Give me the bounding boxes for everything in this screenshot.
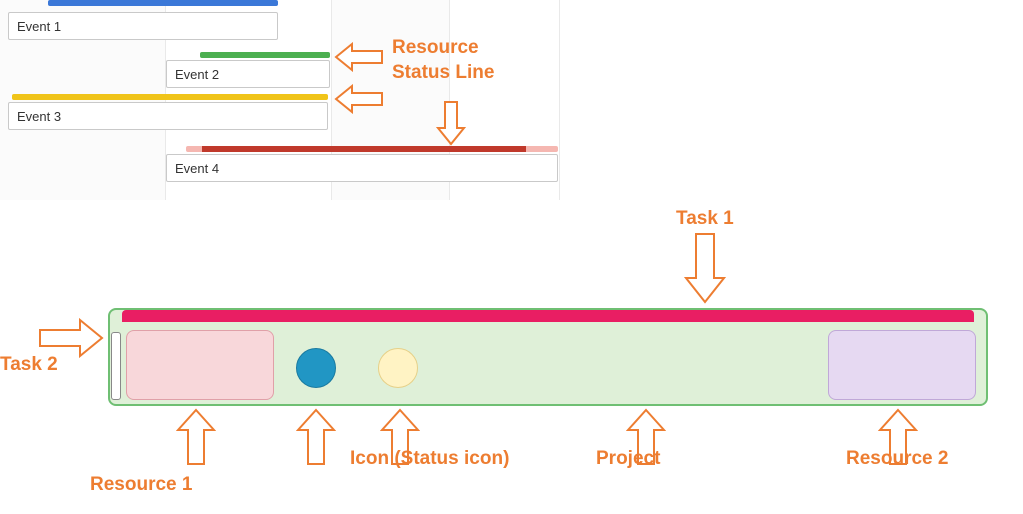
- arrow-up-icon: [176, 408, 216, 466]
- resource-status-line-label: Resource Status Line: [392, 36, 494, 85]
- arrow-down-icon: [436, 100, 466, 146]
- resource-2-label: Resource 2: [846, 448, 948, 470]
- arrow-right-icon: [38, 318, 104, 358]
- event-3-status-line: [12, 94, 328, 100]
- gantt-chart: Event 1 Event 2 Event 3 Event 4: [0, 0, 560, 200]
- task-2-bar: [111, 332, 121, 400]
- resource-1-block: [126, 330, 274, 400]
- resource-1-label: Resource 1: [90, 474, 192, 496]
- arrow-left-icon: [334, 42, 384, 72]
- event-1-label: Event 1: [17, 19, 61, 34]
- event-4-row[interactable]: Event 4: [166, 154, 558, 182]
- status-icon-yellow: [378, 348, 418, 388]
- event-3-label: Event 3: [17, 109, 61, 124]
- arrow-up-icon: [296, 408, 336, 466]
- arrow-left-icon: [334, 84, 384, 114]
- task-1-label: Task 1: [676, 208, 734, 230]
- event-1-status-line: [48, 0, 278, 6]
- icon-status-label: Icon (Status icon): [350, 448, 509, 470]
- task-1-bar: [122, 310, 974, 322]
- event-4-status-line: [186, 146, 558, 152]
- event-2-status-line: [200, 52, 330, 58]
- project-label: Project: [596, 448, 660, 470]
- event-4-label: Event 4: [175, 161, 219, 176]
- event-2-label: Event 2: [175, 67, 219, 82]
- status-icon-blue: [296, 348, 336, 388]
- event-2-row[interactable]: Event 2: [166, 60, 330, 88]
- event-1-row[interactable]: Event 1: [8, 12, 278, 40]
- event-3-row[interactable]: Event 3: [8, 102, 328, 130]
- resource-2-block: [828, 330, 976, 400]
- arrow-down-icon: [684, 232, 726, 304]
